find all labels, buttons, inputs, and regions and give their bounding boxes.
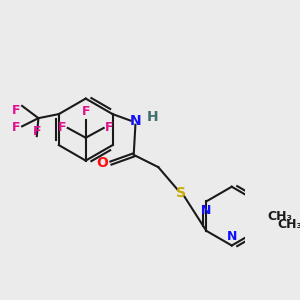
Text: F: F — [105, 122, 114, 134]
Text: F: F — [12, 122, 20, 134]
Text: CH₃: CH₃ — [278, 218, 300, 231]
Text: F: F — [58, 122, 66, 134]
Text: H: H — [147, 110, 158, 124]
Text: S: S — [176, 186, 186, 200]
Text: N: N — [226, 230, 237, 243]
Text: F: F — [33, 125, 41, 138]
Text: F: F — [82, 105, 90, 118]
Text: F: F — [12, 104, 20, 117]
Text: O: O — [96, 156, 108, 170]
Text: CH₃: CH₃ — [268, 210, 293, 223]
Text: N: N — [201, 204, 211, 217]
Text: N: N — [130, 114, 141, 128]
